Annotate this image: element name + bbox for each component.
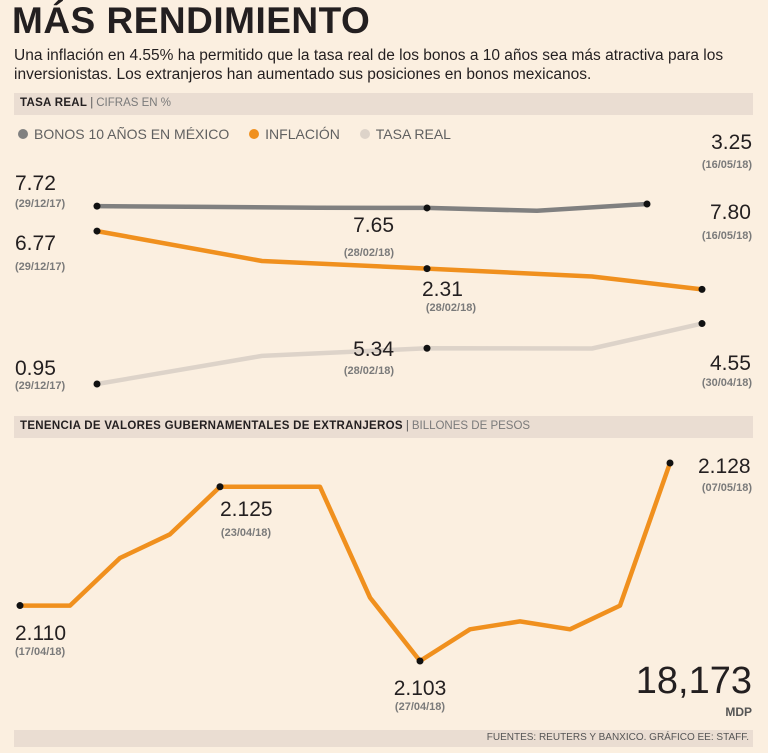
series-line-tenencia [17, 460, 673, 664]
data-label-date: (29/12/17) [15, 380, 65, 392]
section-header-tenencia: TENENCIA DE VALORES GUBERNAMENTALES DE E… [14, 416, 753, 438]
legend-item-inflacion: INFLACIÓN [249, 126, 340, 142]
legend-item-bonos: BONOS 10 AÑOS EN MÉXICO [18, 126, 229, 142]
data-point-bonos [643, 200, 651, 208]
section-header-tasa-real: TASA REAL | CIFRAS EN % [14, 93, 753, 115]
data-label-date: (27/04/18) [395, 701, 445, 713]
data-point-inflacion [423, 265, 431, 273]
total-unit: MDP [725, 705, 752, 719]
data-label-date: (29/12/17) [15, 198, 65, 210]
data-point-tenencia [416, 657, 424, 665]
data-label-date: (28/02/18) [426, 302, 476, 314]
legend-swatch-inflacion [249, 129, 260, 139]
data-label-value: 7.72 [15, 172, 56, 195]
section-separator: | [90, 97, 94, 109]
data-label-date: (16/05/18) [702, 159, 752, 171]
section-title: TASA REAL [20, 97, 88, 109]
data-point-bonos [93, 202, 101, 210]
data-point-tasa-real [423, 344, 431, 352]
data-label-value: 0.95 [15, 357, 56, 380]
data-label-date: (30/04/18) [702, 377, 752, 389]
data-label-value: 3.25 [711, 131, 752, 154]
data-label-date: (28/02/18) [344, 247, 394, 259]
data-label-value: 2.31 [422, 278, 463, 301]
chart-title: MÁS RENDIMIENTO [12, 0, 371, 41]
data-point-inflacion [698, 285, 706, 293]
section-unit: CIFRAS EN % [96, 97, 171, 109]
data-label-value: 4.55 [710, 352, 751, 375]
data-label-date: (07/05/18) [702, 482, 752, 494]
data-point-tenencia [666, 459, 674, 467]
legend-label: TASA REAL [375, 126, 451, 142]
data-label-value: 6.77 [15, 232, 56, 255]
chart-subtitle: Una inflación en 4.55% ha permitido que … [14, 47, 724, 83]
legend-swatch-tasa-real [359, 129, 370, 139]
legend-label: INFLACIÓN [265, 126, 340, 142]
total-value: 18,173 [635, 660, 752, 702]
data-label-value: 7.80 [710, 201, 751, 224]
legend-label: BONOS 10 AÑOS EN MÉXICO [34, 126, 230, 142]
data-label-date: (16/05/18) [702, 230, 752, 242]
source-band: FUENTES: REUTERS Y BANXICO. GRÁFICO EE: … [14, 730, 753, 747]
data-label-date: (28/02/18) [344, 365, 394, 377]
source-note: FUENTES: REUTERS Y BANXICO. GRÁFICO EE: … [486, 732, 749, 743]
data-label-value: 2.125 [220, 498, 273, 521]
data-point-tasa-real [698, 320, 706, 328]
legend: BONOS 10 AÑOS EN MÉXICO INFLACIÓN TASA R… [18, 126, 467, 142]
section-title: TENENCIA DE VALORES GUBERNAMENTALES DE E… [20, 420, 403, 432]
data-label-value: 2.103 [394, 677, 447, 700]
data-point-tenencia [216, 483, 224, 491]
data-label-date: (17/04/18) [15, 646, 65, 658]
series-line-bonos [94, 201, 650, 214]
data-point-bonos [423, 204, 431, 212]
data-label-value: 2.110 [15, 622, 66, 645]
data-label-date: (29/12/17) [15, 261, 65, 273]
data-point-tasa-real [93, 380, 101, 388]
series-line-inflacion [94, 228, 705, 292]
data-point-inflacion [93, 227, 101, 235]
data-point-tenencia [16, 602, 24, 610]
section-unit: BILLONES DE PESOS [411, 420, 531, 432]
section-separator: | [405, 420, 409, 432]
series-line-tasa-real [94, 321, 705, 387]
legend-item-tasa-real: TASA REAL [359, 126, 451, 142]
data-label-value: 2.128 [698, 455, 751, 478]
data-label-value: 7.65 [353, 214, 394, 237]
data-label-date: (23/04/18) [221, 527, 271, 539]
legend-swatch-bonos [18, 129, 28, 139]
data-label-value: 5.34 [353, 338, 394, 361]
